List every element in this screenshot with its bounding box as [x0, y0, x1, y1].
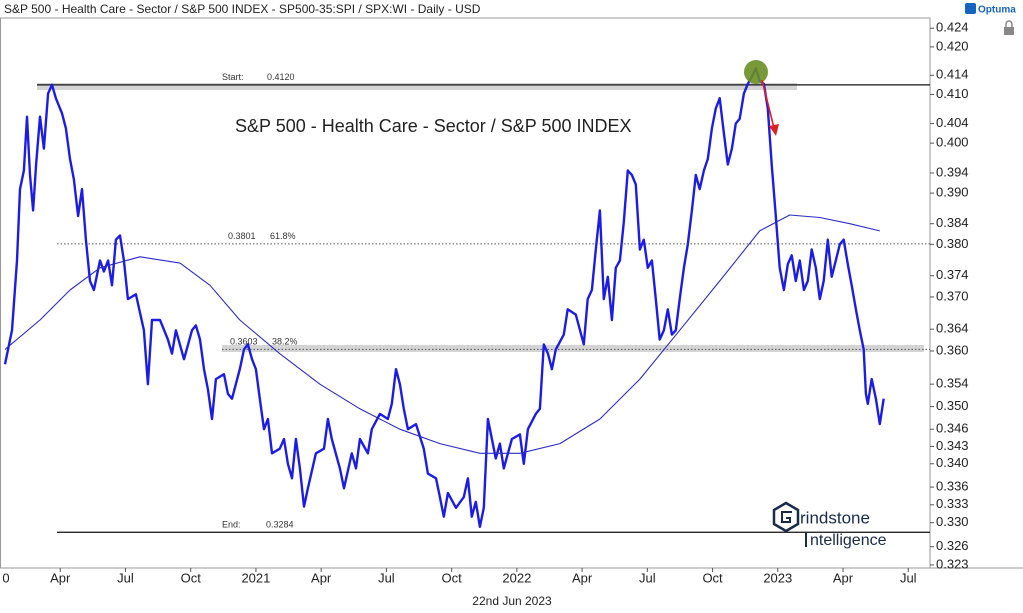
y-tick-label: 0.346 [936, 421, 969, 436]
x-tick-label: 2023 [763, 570, 792, 585]
moving-average-line [4, 214, 880, 454]
x-tick-label: Jul [639, 570, 656, 585]
logo: rindstone ntelligence [772, 501, 887, 549]
chart-title: S&P 500 - Health Care - Sector / S&P 500… [4, 2, 481, 16]
y-tick-label: 0.410 [936, 86, 969, 101]
annotation: S&P 500 - Health Care - Sector / S&P 500… [235, 116, 632, 136]
lock-body [1004, 27, 1014, 35]
logo-text: rindstone [800, 508, 870, 527]
level-label: End: [222, 520, 241, 530]
x-tick-label: 2022 [502, 570, 531, 585]
x-tick-label: Apr [572, 570, 593, 585]
y-tick-label: 0.360 [936, 342, 969, 357]
brand-icon [965, 3, 976, 14]
lock-shackle [1005, 20, 1013, 27]
y-tick-label: 0.340 [936, 455, 969, 470]
x-tick-label: Apr [311, 570, 332, 585]
y-tick-label: 0.394 [936, 164, 969, 179]
y-tick-label: 0.380 [936, 236, 969, 251]
y-tick-label: 0.384 [936, 215, 969, 230]
y-tick-label: 0.350 [936, 398, 969, 413]
level-ratio: 61.8% [270, 231, 296, 241]
logo-text: ntelligence [810, 532, 887, 549]
level-value: 0.3801 [228, 231, 256, 241]
x-tick-label: Jul [378, 570, 395, 585]
brand: Optuma [965, 3, 1016, 16]
y-tick-label: 0.374 [936, 267, 969, 282]
y-tick-label: 0.404 [936, 115, 969, 130]
level-label: Start: [222, 72, 244, 82]
x-tick-label: Oct [181, 570, 202, 585]
plot-frame [0, 17, 931, 569]
y-tick-label: 0.370 [936, 288, 969, 303]
logo-hex [772, 501, 800, 533]
date-label: 22nd Jun 2023 [472, 594, 552, 608]
brand-text: Optuma [978, 5, 1016, 16]
y-tick-label: 0.336 [936, 479, 969, 494]
y-tick-label: 0.323 [936, 556, 969, 571]
x-tick-label: 2021 [241, 570, 270, 585]
x-tick-label: Jul [900, 570, 917, 585]
highlight-band [37, 83, 797, 90]
level-value: 0.4120 [267, 72, 295, 82]
y-tick-label: 0.354 [936, 376, 969, 391]
y-tick-label: 0.333 [936, 496, 969, 511]
lock-icon [1004, 20, 1014, 35]
x-tick-label: Apr [50, 570, 71, 585]
level-value: 0.3284 [266, 520, 294, 530]
y-tick-label: 0.343 [936, 438, 969, 453]
x-tick-label: 0 [2, 570, 9, 585]
x-tick-label: Jul [117, 570, 134, 585]
arrow-head [769, 124, 779, 136]
y-tick-label: 0.424 [936, 20, 969, 35]
highlight-band [222, 345, 924, 352]
level-ratio: 38.2% [272, 337, 298, 347]
y-tick-label: 0.420 [936, 38, 969, 53]
peak-marker [744, 60, 768, 84]
arrow-shaft [761, 79, 775, 129]
y-tick-label: 0.364 [936, 321, 969, 336]
x-tick-label: Apr [833, 570, 854, 585]
x-tick-label: Oct [702, 570, 723, 585]
logo-g [781, 511, 792, 523]
y-tick-label: 0.414 [936, 67, 969, 82]
level-value: 0.3603 [230, 337, 258, 347]
x-tick-label: Oct [442, 570, 463, 585]
y-tick-label: 0.326 [936, 538, 969, 553]
y-tick-label: 0.400 [936, 135, 969, 150]
y-tick-label: 0.390 [936, 185, 969, 200]
y-tick-label: 0.330 [936, 514, 969, 529]
